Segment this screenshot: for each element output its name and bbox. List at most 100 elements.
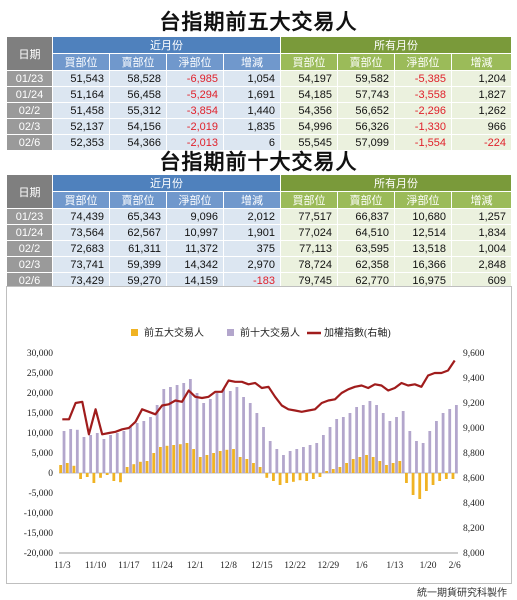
right-axis-tick-label: 8,200 [463,524,485,534]
top5-value-cell: 52,137 [52,118,110,135]
top10-value-cell: 74,439 [52,208,110,225]
top10-bar [381,413,385,473]
top10-bar [308,445,312,473]
top5-bar [265,473,269,478]
top10-value-cell: 73,429 [52,272,110,289]
top5-bar [105,473,109,475]
top5-bar [318,473,322,477]
x-axis-tick-label: 12/15 [251,561,273,571]
top10-row: 01/24 73,564 62,567 10,997 1,901 77,024 64,510… [6,224,512,241]
top10-col-header: 賣部位 [109,191,167,209]
top5-date-cell: 01/24 [6,86,53,103]
top10-bar [162,389,166,473]
trader-positions-chart: 30,000 25,000 20,000 15,000 10,000 5,000 0 -5,0… [24,326,485,571]
top10-value-cell: 77,024 [280,224,338,241]
top5-value-cell: 1,440 [223,102,281,119]
top5-date-cell: 02/6 [6,134,53,151]
top5-value-cell: 1,204 [451,70,512,87]
top10-value-cell: 2,012 [223,208,281,225]
top10-recent-header: 近月份 [52,174,281,192]
top5-value-cell: 56,326 [337,118,395,135]
top10-all-header: 所有月份 [280,174,512,192]
x-axis-tick-label: 1/13 [386,561,403,571]
top5-bar [59,465,63,473]
left-axis-tick-label: -10,000 [24,509,54,519]
top5-bar [85,473,89,477]
top5-value-cell: 58,528 [109,70,167,87]
top5-bar [338,467,342,473]
x-axis-tick-label: 2/6 [449,561,461,571]
top5-value-cell: 51,458 [52,102,110,119]
top10-value-cell: 63,595 [337,240,395,257]
top5-bar [99,473,102,478]
index-line [62,359,456,436]
top10-bar [275,449,279,473]
right-axis-tick-label: 8,000 [463,549,485,559]
top10-value-cell: 10,997 [166,224,224,241]
top5-value-cell: 56,652 [337,102,395,119]
top5-date-header: 日期 [6,36,53,71]
top5-date-cell: 01/23 [6,70,53,87]
legend-label: 前五大交易人 [144,326,204,339]
top5-bar [371,457,375,473]
top10-bar [441,413,445,473]
top5-bar [65,463,69,473]
top5-row: 01/24 51,164 56,458 -5,294 1,691 54,185 57,743… [6,86,512,103]
top5-value-cell: -2,296 [394,102,452,119]
x-axis-tick-label: 12/29 [318,561,340,571]
top10-date-header: 日期 [6,174,53,209]
top5-col-header: 賣部位 [109,53,167,71]
top10-bar [149,417,152,473]
top5-bar [298,473,302,481]
top5-value-cell: -2,019 [166,118,224,135]
top10-bar [435,421,438,473]
top10-bar [321,435,325,473]
top10-date-cell: 02/6 [6,272,53,289]
top10-bar [448,409,452,473]
top5-bar [351,459,355,473]
top10-value-cell: 66,837 [337,208,395,225]
top10-bar [295,449,299,473]
top5-bar [272,473,275,481]
legend-swatch [131,329,138,336]
top10-value-cell: 1,004 [451,240,512,257]
top10-value-cell: 2,848 [451,256,512,273]
top5-value-cell: 966 [451,118,512,135]
x-axis-tick-label: 11/24 [151,561,173,571]
top10-bar [175,385,179,473]
top5-bar [411,473,415,495]
top10-value-cell: 16,975 [394,272,452,289]
top5-bar [305,473,309,481]
top10-bar [195,393,199,473]
top5-bar [325,471,329,473]
top10-bar [428,431,432,473]
right-axis-tick-label: 9,400 [463,374,485,384]
top5-bar [178,444,182,473]
top10-col-header: 淨部位 [166,191,224,209]
top10-bar [328,427,332,473]
top10-value-cell: 78,724 [280,256,338,273]
top5-value-cell: -3,854 [166,102,224,119]
top5-col-header: 賣部位 [337,53,395,71]
top10-bar [215,393,219,473]
legend-label: 加權指數(右軸) [324,326,391,339]
top10-value-cell: 9,096 [166,208,224,225]
top5-bar [205,455,209,473]
top10-col-header: 買部位 [52,191,110,209]
top5-value-cell: 51,543 [52,70,110,87]
top10-row: 02/2 72,683 61,311 11,372 375 77,113 63,595 13,… [6,240,512,257]
top5-bar [72,465,76,473]
top10-value-cell: 16,366 [394,256,452,273]
top5-bar [225,449,229,473]
right-axis-tick-label: 8,400 [463,499,485,509]
top5-col-header: 增減 [451,53,512,71]
top10-bar [348,413,352,473]
top5-value-cell: -1,330 [394,118,452,135]
top10-bar [454,405,458,473]
top5-bar [444,473,448,479]
x-axis-tick-label: 11/10 [85,561,107,571]
top5-table: 日期 近月份 所有月份 買部位 賣部位 淨部位 增減 買部位 賣部位 淨部位 增減 01/23 51,5… [6,36,512,151]
top10-bar [315,443,319,473]
top5-value-cell: 54,356 [280,102,338,119]
top10-bar [282,455,285,473]
